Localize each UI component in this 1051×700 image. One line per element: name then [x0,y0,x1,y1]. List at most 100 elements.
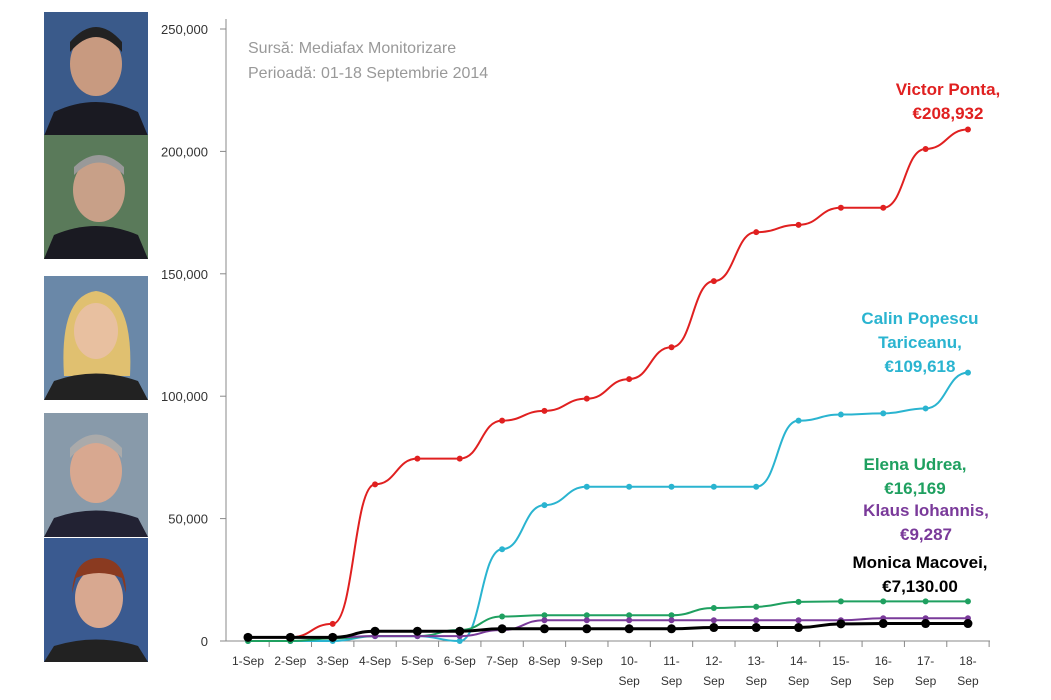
x-tick-label: 8-Sep [528,654,560,668]
x-tick-label: 15- [832,654,849,668]
data-point [456,638,463,644]
x-tick-label: Sep [788,674,810,688]
x-tick-label: 11- [663,654,679,668]
x-tick-label: 13- [748,654,765,668]
data-point [753,229,760,236]
photo-elena-udrea [44,276,148,400]
data-point [795,598,802,605]
x-tick-label: 10- [620,654,637,668]
series-label: Calin Popescu [861,309,978,328]
data-point [499,546,506,553]
y-tick-label: 100,000 [161,389,208,404]
y-tick-label: 200,000 [161,144,208,159]
series-line-0 [248,128,969,639]
data-point [921,619,931,629]
data-point [370,626,380,636]
x-tick-label: Sep [830,674,852,688]
photo-victor-ponta [44,12,148,136]
data-point [497,624,507,634]
data-point [414,455,421,462]
data-point [710,604,717,611]
series-label: Victor Ponta, [896,80,1001,99]
data-point [328,632,338,642]
data-point [710,483,717,490]
data-point [499,613,506,620]
data-point [753,483,760,490]
x-tick-label: 4-Sep [359,654,391,668]
data-point [837,598,844,605]
photo-calin-popescu-tariceanu [44,135,148,259]
series-label: Elena Udrea, [864,455,967,474]
series-label: €208,932 [913,104,984,123]
series-label: €109,618 [885,357,956,376]
x-tick-label: Sep [746,674,768,688]
x-tick-label: 5-Sep [401,654,433,668]
data-point [583,617,590,624]
x-tick-label: Sep [873,674,895,688]
series-line-4 [248,622,968,639]
data-point [455,626,465,636]
y-tick-label: 50,000 [168,512,208,527]
x-tick-label: 7-Sep [486,654,518,668]
y-tick-label: 250,000 [161,22,208,37]
data-point [583,612,590,619]
data-point [456,455,463,462]
photo-klaus-iohannis [44,413,148,537]
data-point [880,410,887,417]
x-tick-label: 18- [959,654,976,668]
data-point [794,623,804,633]
data-point [626,612,633,619]
data-point [583,395,590,402]
data-point [878,619,888,629]
data-point [922,405,929,412]
data-point [624,624,634,634]
data-point [964,598,971,605]
data-point [795,417,802,424]
data-point [541,502,548,509]
series-label: €7,130.00 [882,577,958,596]
x-tick-label: 16- [875,654,892,668]
x-tick-label: 9-Sep [571,654,603,668]
data-point [668,617,675,624]
data-point [837,204,844,211]
x-tick-label: Sep [618,674,640,688]
data-point [243,632,253,642]
data-point [583,483,590,490]
data-point [963,619,973,629]
photo-monica-macovei [44,538,148,662]
data-point [541,407,548,414]
data-point [539,624,549,634]
source-line-1: Sursă: Mediafax Monitorizare [248,40,456,57]
y-tick-label: 150,000 [161,267,208,282]
data-point [709,623,719,633]
data-point [964,126,971,133]
x-tick-label: 1-Sep [232,654,264,668]
data-point [582,624,592,634]
data-point [499,417,506,424]
x-tick-label: 6-Sep [444,654,476,668]
x-tick-label: 12- [705,654,722,668]
data-point [667,624,676,634]
source-line-2: Perioadă: 01-18 Septembrie 2014 [248,65,488,82]
data-point [880,598,887,605]
series-label: €9,287 [900,525,952,544]
data-point [836,619,846,629]
data-point [668,612,675,619]
data-point [710,617,717,624]
data-point [626,617,633,624]
data-point [880,204,887,211]
data-point [753,617,760,624]
data-point [668,344,675,351]
data-point [541,612,548,619]
data-point [412,626,422,636]
x-tick-label: Sep [703,674,725,688]
data-point [964,369,971,376]
series-label: €16,169 [884,479,945,498]
data-point [541,617,548,624]
x-tick-label: Sep [915,674,937,688]
x-tick-label: 3-Sep [317,654,349,668]
data-point [668,483,675,490]
x-tick-label: 2-Sep [274,654,306,668]
